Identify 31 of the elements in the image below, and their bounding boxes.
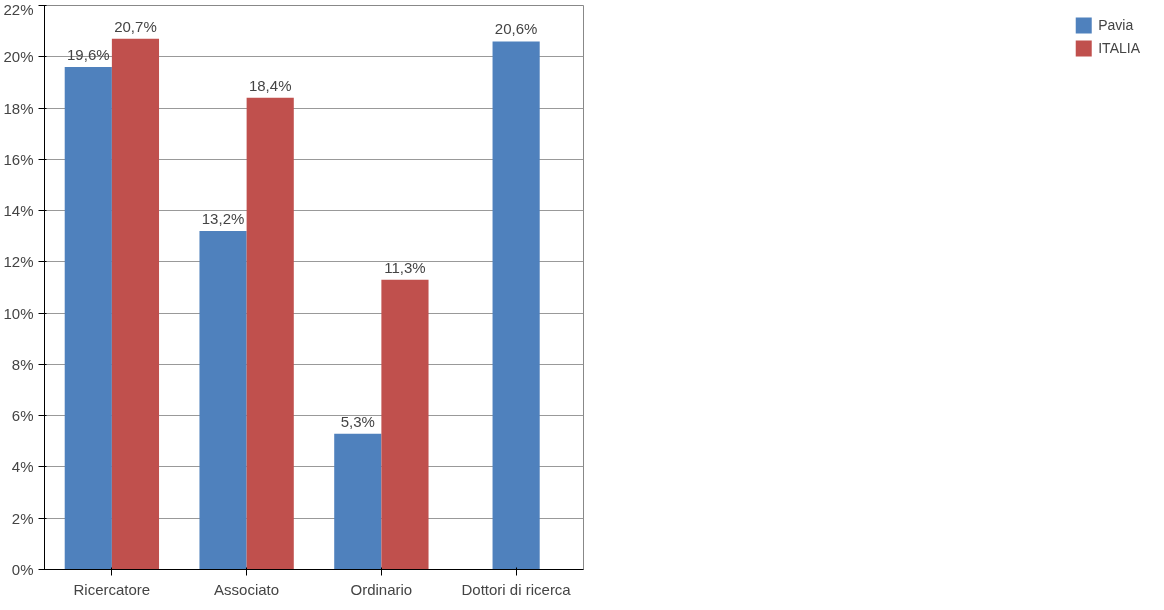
y-tick-label: 8% xyxy=(11,355,34,373)
x-tick-label: Dottori di ricerca xyxy=(461,580,572,598)
data-label: 11,3% xyxy=(384,258,426,276)
y-tick-label: 12% xyxy=(3,253,34,271)
y-tick-label: 6% xyxy=(11,407,34,425)
y-tick-label: 20% xyxy=(3,48,34,66)
bar xyxy=(246,97,294,570)
data-label: 19,6% xyxy=(67,46,110,64)
legend-label: ITALIA xyxy=(1098,40,1140,56)
y-tick-label: 18% xyxy=(3,99,34,117)
data-label: 18,4% xyxy=(248,76,292,94)
x-tick-label: Associato xyxy=(214,580,280,598)
y-tick-label: 10% xyxy=(3,304,34,322)
y-tick-label: 16% xyxy=(3,150,34,168)
y-tick-label: 0% xyxy=(11,561,34,578)
x-tick-label: Ordinario xyxy=(350,580,413,598)
legend-label: Pavia xyxy=(1098,17,1134,33)
y-tick-label: 4% xyxy=(11,458,34,476)
bar xyxy=(381,279,429,570)
y-tick-label: 14% xyxy=(3,202,34,220)
data-label: 5,3% xyxy=(340,412,375,430)
y-tick-label: 2% xyxy=(11,509,34,527)
data-label: 20,7% xyxy=(114,17,157,35)
bar xyxy=(199,231,247,570)
data-label: 13,2% xyxy=(201,210,245,228)
y-tick-label: 22% xyxy=(3,0,34,18)
x-tick-label: Ricercatore xyxy=(73,580,151,598)
data-label: 20,6% xyxy=(494,20,538,38)
bar xyxy=(334,433,382,570)
bar xyxy=(64,67,112,570)
bar xyxy=(111,38,160,570)
